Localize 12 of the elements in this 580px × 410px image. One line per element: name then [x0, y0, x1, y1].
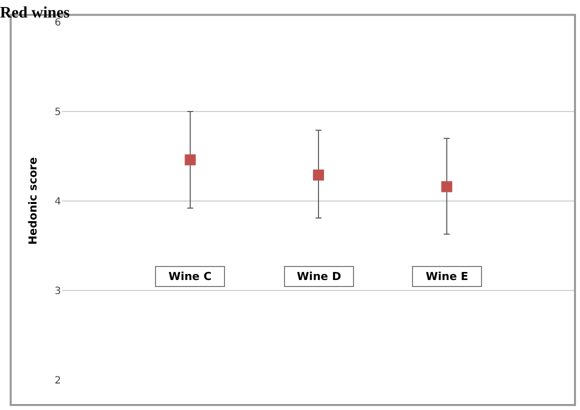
- x-tick-label: Wine D: [296, 270, 342, 283]
- y-tick-label: 5: [54, 107, 61, 118]
- y-axis-title: Hedonic score: [26, 157, 40, 245]
- x-tick-label: Wine E: [426, 270, 468, 283]
- y-tick-label: 3: [54, 286, 61, 297]
- y-tick-label: 6: [54, 18, 61, 28]
- point: [441, 181, 452, 192]
- point: [313, 170, 324, 181]
- x-tick-label: Wine C: [168, 270, 212, 283]
- y-tick-label: 2: [54, 376, 61, 386]
- y-tick-label: 4: [54, 196, 61, 208]
- point: [184, 154, 196, 166]
